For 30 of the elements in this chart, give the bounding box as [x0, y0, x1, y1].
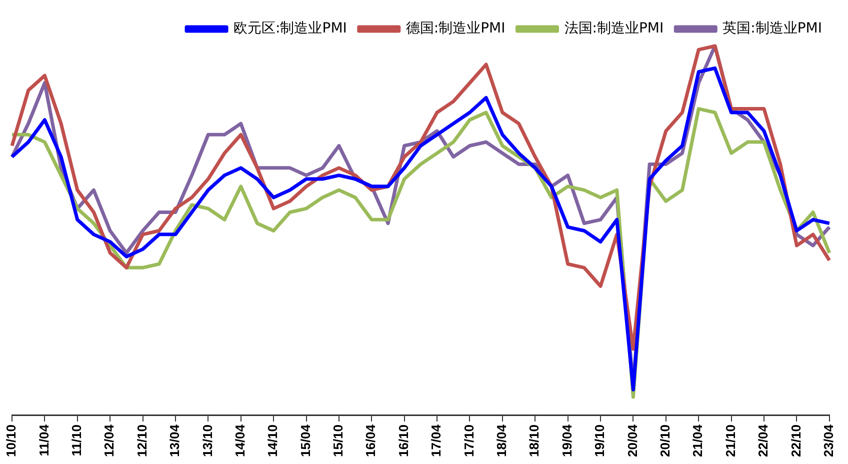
x-tick-label: 22/04: [756, 424, 771, 458]
x-tick-label: 17/10: [461, 424, 476, 458]
legend-label: 欧元区:制造业PMI: [234, 20, 347, 37]
x-tick-label: 18/10: [526, 424, 542, 458]
legend-label: 法国:制造业PMI: [564, 20, 664, 37]
x-tick-label: 22/10: [788, 424, 804, 458]
x-tick-label: 11/10: [68, 424, 84, 456]
x-tick-label: 11/04: [36, 424, 52, 456]
x-tick-label: 12/04: [102, 424, 117, 458]
x-tick-label: 10/10: [4, 424, 19, 458]
x-tick-label: 13/04: [167, 424, 182, 458]
x-tick-label: 21/10: [722, 424, 738, 458]
x-tick-label: 16/04: [363, 424, 378, 458]
x-tick-label: 13/10: [200, 424, 215, 458]
x-tick-label: 15/10: [330, 424, 346, 458]
x-tick-label: 14/10: [265, 424, 280, 458]
x-tick-label: 20/10: [658, 424, 672, 458]
x-tick-label: 16/10: [396, 424, 411, 458]
x-tick-label: 19/10: [592, 424, 608, 458]
x-tick-label: 12/10: [134, 424, 150, 458]
x-tick-label: 20/04: [624, 424, 640, 458]
x-tick-label: 18/04: [494, 424, 510, 458]
x-tick-label: 23/04: [820, 424, 836, 458]
x-tick-label: 19/04: [559, 424, 574, 458]
legend-label: 英国:制造业PMI: [722, 20, 822, 37]
x-tick-label: 21/04: [690, 424, 706, 458]
legend-label: 德国:制造业PMI: [406, 20, 506, 37]
x-tick-label: 15/04: [298, 424, 313, 458]
x-tick-label: 14/04: [232, 424, 248, 458]
x-tick-label: 17/04: [428, 424, 444, 458]
